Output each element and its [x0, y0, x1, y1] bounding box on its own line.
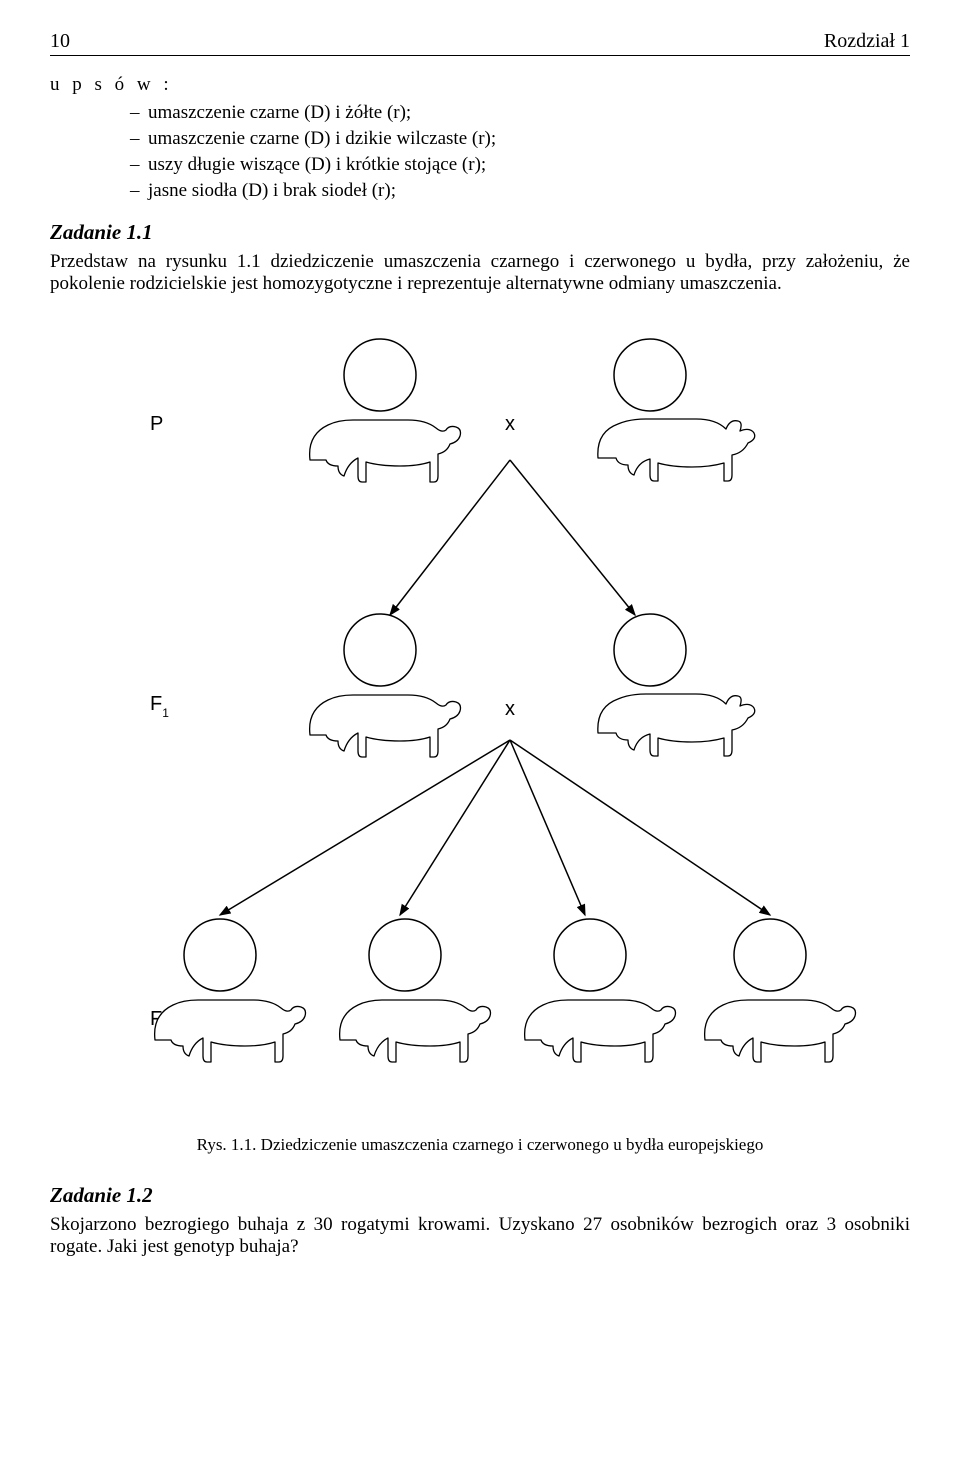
- dash-icon: –: [130, 154, 148, 176]
- task-1-2-title: Zadanie 1.2: [50, 1183, 910, 1208]
- cross-symbol: x: [505, 413, 515, 435]
- cross-symbol: x: [505, 698, 515, 720]
- inheritance-diagram: PxF1xF2: [90, 315, 870, 1125]
- dogs-trait-item: –jasne siodła (D) i brak siodeł (r);: [130, 180, 910, 202]
- page-number: 10: [50, 30, 70, 53]
- dogs-trait-item: –uszy długie wiszące (D) i krótkie stoją…: [130, 154, 910, 176]
- genotype-circle: [369, 919, 441, 991]
- dogs-trait-list: –umaszczenie czarne (D) i żółte (r);–uma…: [50, 102, 910, 202]
- cow-icon: [310, 420, 461, 482]
- figure-caption: Rys. 1.1. Dziedziczenie umaszczenia czar…: [50, 1135, 910, 1155]
- bull-icon: [598, 694, 755, 756]
- bull-icon: [598, 419, 755, 481]
- inheritance-arrow: [510, 740, 770, 915]
- genotype-circle: [184, 919, 256, 991]
- cow-icon: [155, 1000, 306, 1062]
- inheritance-arrow: [390, 460, 510, 615]
- dash-icon: –: [130, 128, 148, 150]
- inheritance-arrow: [510, 740, 585, 915]
- cow-icon: [340, 1000, 491, 1062]
- cow-icon: [310, 695, 461, 757]
- dash-icon: –: [130, 102, 148, 124]
- dogs-trait-text: umaszczenie czarne (D) i żółte (r);: [148, 102, 411, 124]
- dogs-trait-text: uszy długie wiszące (D) i krótkie stojąc…: [148, 154, 486, 176]
- inheritance-arrow: [400, 740, 510, 915]
- inheritance-arrow: [220, 740, 510, 915]
- cow-icon: [525, 1000, 676, 1062]
- genotype-circle: [554, 919, 626, 991]
- cow-icon: [705, 1000, 856, 1062]
- task-1-2-body: Skojarzono bezrogiego buhaja z 30 rogaty…: [50, 1214, 910, 1258]
- dogs-trait-item: –umaszczenie czarne (D) i żółte (r);: [130, 102, 910, 124]
- genotype-circle: [614, 614, 686, 686]
- task-1-1-title: Zadanie 1.1: [50, 220, 910, 245]
- generation-label: P: [150, 413, 163, 435]
- task-1-1-body: Przedstaw na rysunku 1.1 dziedziczenie u…: [50, 251, 910, 295]
- chapter-label: Rozdział 1: [824, 30, 910, 53]
- dogs-trait-item: –umaszczenie czarne (D) i dzikie wilczas…: [130, 128, 910, 150]
- page-header: 10 Rozdział 1: [50, 30, 910, 56]
- genotype-circle: [344, 614, 416, 686]
- genotype-circle: [734, 919, 806, 991]
- dogs-heading: u p s ó w :: [50, 74, 910, 96]
- inheritance-arrow: [510, 460, 635, 615]
- dogs-trait-text: jasne siodła (D) i brak siodeł (r);: [148, 180, 396, 202]
- dogs-trait-text: umaszczenie czarne (D) i dzikie wilczast…: [148, 128, 496, 150]
- generation-label: F1: [150, 693, 169, 720]
- dash-icon: –: [130, 180, 148, 202]
- genotype-circle: [344, 339, 416, 411]
- genotype-circle: [614, 339, 686, 411]
